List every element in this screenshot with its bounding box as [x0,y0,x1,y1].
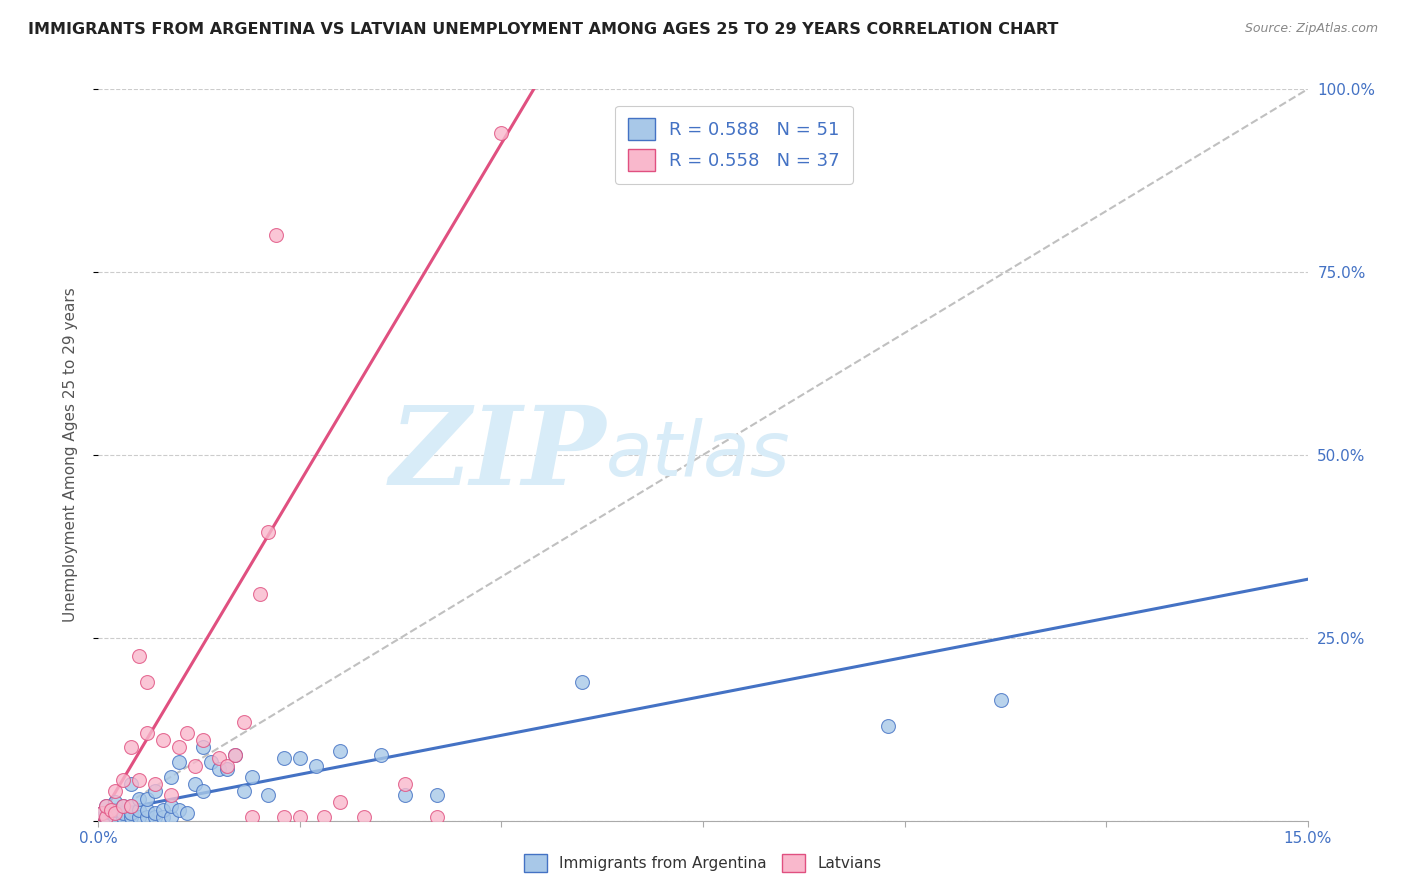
Point [135,810,157,824]
Point [394,777,416,791]
Point [120,777,142,791]
Point [208,763,231,777]
Point [100,806,122,821]
Point [184,777,207,791]
Point [120,740,142,755]
Point [160,788,183,802]
Point [128,773,150,788]
Point [103,803,125,817]
Point [128,803,150,817]
Point [571,674,593,689]
Point [135,674,157,689]
Point [96,810,118,824]
Point [103,796,125,810]
Point [111,810,134,824]
Point [329,796,352,810]
Point [111,799,134,814]
Point [128,810,150,824]
Point [314,810,336,824]
Point [103,784,125,798]
Legend: R = 0.588   N = 51, R = 0.558   N = 37: R = 0.588 N = 51, R = 0.558 N = 37 [616,105,852,184]
Point [217,763,239,777]
Point [91,806,114,821]
Legend: Immigrants from Argentina, Latvians: Immigrants from Argentina, Latvians [517,846,889,880]
Point [426,788,449,802]
Point [232,784,254,798]
Point [256,788,278,802]
Point [224,747,246,762]
Point [167,740,190,755]
Point [273,751,295,765]
Point [128,649,150,664]
Point [208,751,231,765]
Point [264,228,287,243]
Point [120,799,142,814]
Text: Source: ZipAtlas.com: Source: ZipAtlas.com [1244,22,1378,36]
Point [249,587,271,601]
Point [305,758,328,772]
Point [143,810,166,824]
Point [143,777,166,791]
Point [111,773,134,788]
Point [184,758,207,772]
Point [160,810,183,824]
Point [111,799,134,814]
Point [288,751,311,765]
Point [200,755,222,769]
Y-axis label: Unemployment Among Ages 25 to 29 years: Unemployment Among Ages 25 to 29 years [63,287,77,623]
Point [103,806,125,821]
Point [240,770,263,784]
Point [353,810,375,824]
Point [877,718,900,732]
Point [103,810,125,824]
Point [240,810,263,824]
Point [193,784,215,798]
Point [152,733,174,747]
Point [394,788,416,802]
Point [143,784,166,798]
Point [329,744,352,758]
Point [217,758,239,772]
Point [128,791,150,805]
Text: atlas: atlas [606,418,790,491]
Point [96,799,118,814]
Point [160,799,183,814]
Point [143,806,166,821]
Point [193,740,215,755]
Point [152,810,174,824]
Point [176,726,198,740]
Text: IMMIGRANTS FROM ARGENTINA VS LATVIAN UNEMPLOYMENT AMONG AGES 25 TO 29 YEARS CORR: IMMIGRANTS FROM ARGENTINA VS LATVIAN UNE… [28,22,1059,37]
Point [120,810,142,824]
Point [288,810,311,824]
Point [256,524,278,539]
Point [176,806,198,821]
Point [160,770,183,784]
Point [370,747,392,762]
Point [167,803,190,817]
Point [120,799,142,814]
Point [100,803,122,817]
Point [96,810,118,824]
Point [96,799,118,814]
Point [135,803,157,817]
Point [491,126,513,140]
Point [273,810,295,824]
Point [152,803,174,817]
Point [426,810,449,824]
Point [111,806,134,821]
Point [232,714,254,729]
Point [135,791,157,805]
Point [224,747,246,762]
Point [135,726,157,740]
Point [91,806,114,821]
Point [120,806,142,821]
Point [990,693,1012,707]
Text: ZIP: ZIP [389,401,606,508]
Point [167,755,190,769]
Point [193,733,215,747]
